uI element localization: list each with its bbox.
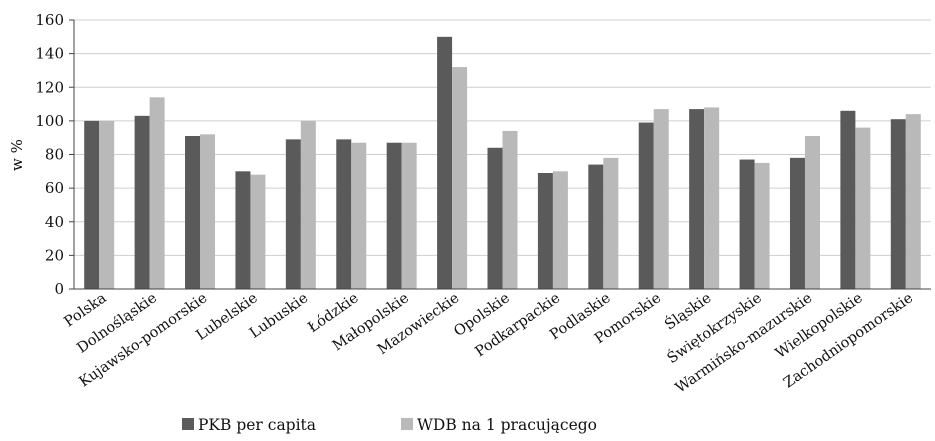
y-tick-label: 100 (35, 112, 64, 130)
y-tick-label: 0 (54, 280, 64, 298)
bar (285, 139, 301, 289)
bar (185, 136, 201, 289)
legend-swatch (401, 418, 413, 430)
bar (804, 136, 820, 289)
y-tick-label: 160 (35, 11, 64, 29)
x-ticks: PolskaDolnośląskieKujawsko-pomorskieLube… (61, 289, 916, 397)
bar (386, 142, 402, 289)
legend-label: PKB per capita (198, 416, 316, 434)
bar (300, 120, 316, 289)
bar (487, 147, 503, 289)
bar (638, 122, 654, 290)
y-axis-label: w % (8, 139, 26, 171)
bar (351, 142, 367, 289)
bar (704, 107, 720, 289)
bar (99, 120, 115, 289)
bar (84, 120, 100, 289)
bar (840, 110, 856, 289)
y-tick-label: 40 (45, 213, 64, 231)
y-tick-label: 20 (45, 246, 64, 264)
bar (905, 114, 921, 290)
legend-label: WDB na 1 pracującego (417, 416, 597, 434)
x-tick-label: Podkarpackie (472, 290, 563, 360)
bar (789, 157, 805, 289)
bars (84, 36, 921, 290)
y-tick-label: 140 (35, 45, 64, 63)
y-tick-label: 120 (35, 78, 64, 96)
bar (689, 109, 705, 289)
y-ticks: 0 20 40 60 80 100 120 140 160 (35, 11, 74, 298)
bar (250, 174, 266, 289)
bar (437, 36, 453, 289)
bar (401, 142, 417, 289)
bar (134, 115, 150, 289)
bar (739, 159, 755, 289)
bar (200, 134, 216, 289)
bar (890, 119, 906, 289)
bar (537, 172, 553, 289)
bar (552, 171, 568, 289)
bar (452, 67, 468, 289)
y-tick-label: 80 (45, 146, 64, 164)
bar (855, 127, 871, 289)
bar (653, 109, 669, 289)
bar (235, 171, 251, 289)
legend-swatch (182, 418, 194, 430)
bar (336, 139, 352, 289)
bar (754, 162, 770, 289)
legend: PKB per capita WDB na 1 pracującego (182, 416, 597, 434)
y-tick-label: 60 (45, 179, 64, 197)
bar (588, 164, 604, 289)
bar (603, 157, 619, 289)
bar (149, 97, 165, 290)
bar (502, 130, 518, 289)
